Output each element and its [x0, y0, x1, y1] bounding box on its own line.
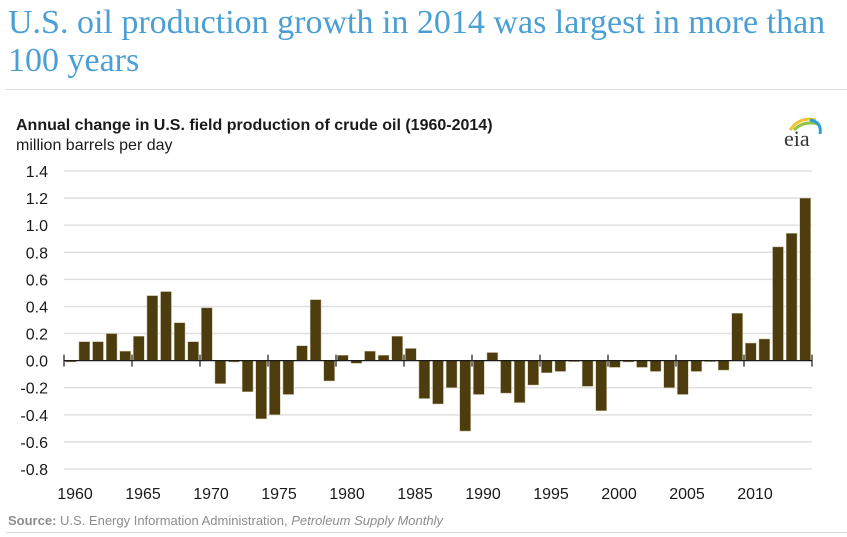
bar-1964 [119, 350, 131, 361]
x-tick-label: 1970 [193, 486, 229, 503]
bar-1963 [105, 333, 118, 361]
bar-2003 [649, 360, 662, 372]
source-note: Source: U.S. Energy Information Administ… [8, 513, 443, 528]
bar-1990 [473, 360, 485, 395]
x-tick-label: 1990 [465, 486, 501, 503]
bar-1996 [554, 360, 567, 372]
y-tick-label: -0.8 [20, 462, 48, 479]
bar-1991 [486, 352, 499, 361]
eia-logo-swoosh-icon [788, 117, 822, 135]
bar-1984 [391, 336, 403, 361]
source-publication: Petroleum Supply Monthly [291, 513, 443, 528]
bar-chart: 1.4 1.2 1.0 0.8 0.6 0.4 0.2 0.0 -0.2 -0.4 -0.6 -0.8… [20, 164, 813, 503]
bar-2004 [663, 360, 675, 388]
bar-2006 [690, 360, 703, 372]
bar-2005 [677, 360, 689, 395]
eia-logo-text: eia [784, 126, 810, 151]
bar-2012 [772, 246, 784, 361]
bar-1995 [541, 360, 553, 374]
chart-units-label: million barrels per day [16, 137, 173, 154]
bar-1982 [364, 350, 376, 361]
y-tick-label: 1.0 [26, 218, 48, 235]
y-tick-label: 0.4 [26, 299, 48, 316]
bar-2013 [785, 233, 798, 361]
bar-2011 [758, 338, 771, 361]
bar-2000 [609, 360, 621, 368]
bar-1962 [92, 341, 104, 361]
bar-1965 [133, 336, 145, 361]
bar-1969 [187, 341, 199, 361]
y-tick-label: -0.6 [20, 435, 48, 452]
bar-1988 [445, 360, 458, 388]
bar-1986 [418, 360, 431, 399]
x-tick-label: 2010 [737, 486, 773, 503]
bar-1980 [337, 354, 349, 361]
eia-logo-icon: eia [780, 114, 830, 151]
bar-2010 [745, 342, 757, 361]
bar-2009 [731, 312, 743, 361]
y-tick-label: 0.2 [26, 327, 48, 344]
bar-1961 [78, 341, 91, 361]
y-tick-label: 0.0 [26, 354, 48, 371]
bar-1993 [513, 360, 526, 403]
bar-1966 [146, 295, 159, 361]
x-tick-label: 1995 [533, 486, 569, 503]
y-tick-label: 1.2 [26, 191, 48, 208]
y-tick-label: -0.2 [20, 381, 48, 398]
bar-1992 [500, 360, 512, 394]
bar-2014 [799, 197, 811, 361]
gridlines [64, 170, 812, 470]
x-axis-labels: 1960 1965 1970 1975 1980 1985 1990 1995 2000 2005… [57, 486, 773, 503]
page-headline: U.S. oil production growth in 2014 was l… [8, 4, 826, 79]
x-tick-label: 1985 [397, 486, 433, 503]
bar-1971 [214, 360, 227, 384]
bar-1968 [173, 322, 186, 361]
bar-1967 [160, 291, 172, 361]
bar-1989 [459, 360, 471, 432]
bar-1994 [527, 360, 539, 386]
bars [65, 197, 811, 432]
bar-2008 [717, 360, 730, 371]
bar-1975 [269, 360, 281, 416]
chart-title: Annual change in U.S. field production o… [16, 117, 493, 134]
y-tick-label: 0.8 [26, 245, 48, 262]
x-tick-label: 2005 [669, 486, 705, 503]
source-divider [6, 532, 847, 533]
y-axis-labels: 1.4 1.2 1.0 0.8 0.6 0.4 0.2 0.0 -0.2 -0.4 -0.6 -0.8 [20, 164, 48, 479]
x-tick-label: 1960 [57, 486, 93, 503]
x-tick-label: 1975 [261, 486, 297, 503]
bar-1976 [282, 360, 295, 395]
bar-1985 [405, 348, 417, 361]
x-tick-label: 2000 [601, 486, 637, 503]
y-tick-label: -0.4 [20, 408, 48, 425]
x-tick-label: 1980 [329, 486, 365, 503]
source-text: U.S. Energy Information Administration, [56, 513, 292, 528]
x-axis [63, 354, 813, 367]
bar-1970 [201, 307, 213, 361]
bar-1987 [432, 360, 444, 405]
bar-1977 [296, 345, 308, 361]
y-tick-label: 0.6 [26, 272, 48, 289]
x-tick-label: 1965 [125, 486, 161, 503]
bar-1979 [323, 360, 335, 382]
bar-1983 [377, 354, 390, 361]
source-label: Source: [8, 513, 57, 528]
bar-1978 [309, 299, 322, 361]
bar-1973 [241, 360, 254, 393]
bar-1974 [255, 360, 267, 420]
bar-2002 [636, 360, 648, 368]
bar-1998 [581, 360, 594, 387]
headline-divider [6, 89, 847, 90]
bar-1999 [595, 360, 607, 412]
y-tick-label: 1.4 [26, 164, 48, 181]
